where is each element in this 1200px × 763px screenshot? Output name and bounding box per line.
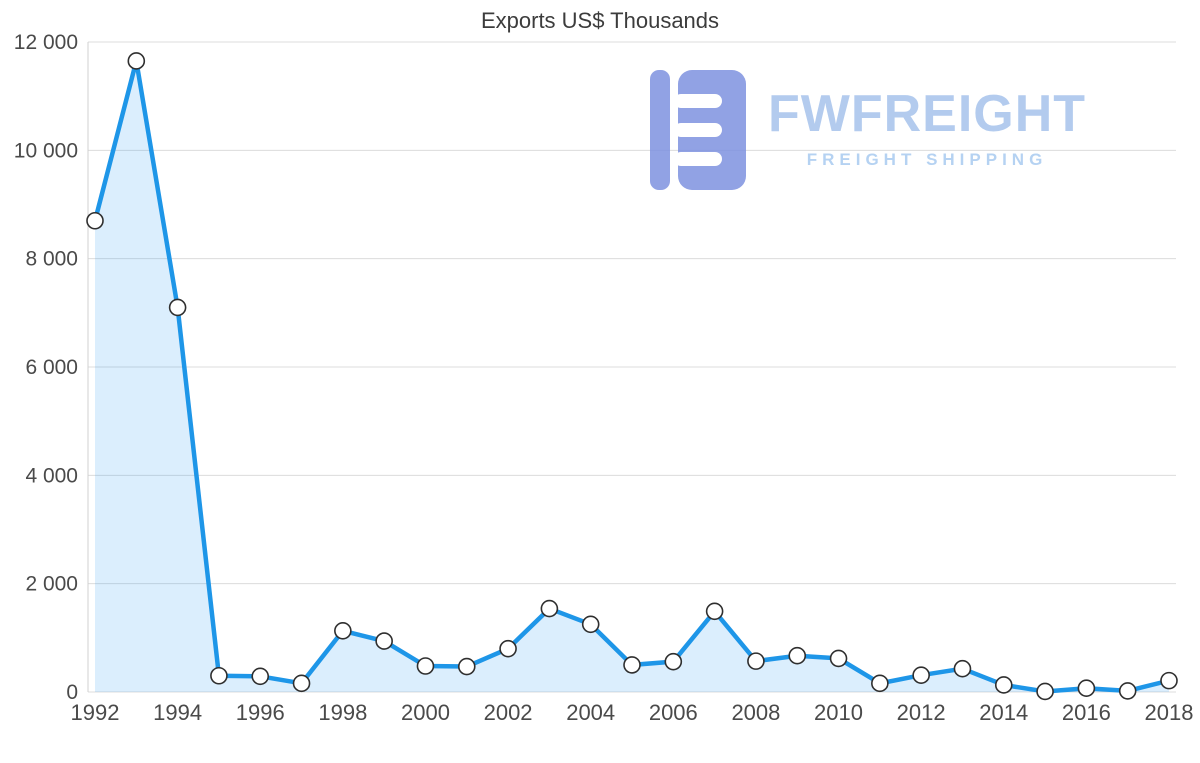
data-point <box>416 657 435 675</box>
x-axis-tick-label: 2012 <box>897 700 946 725</box>
data-point <box>1077 679 1096 698</box>
data-point <box>1036 682 1054 701</box>
data-point <box>829 649 848 668</box>
y-axis-tick-label: 2 000 <box>25 573 78 596</box>
data-point <box>664 652 683 671</box>
y-axis-tick-label: 0 <box>66 681 78 704</box>
data-point <box>499 639 517 658</box>
x-axis-tick-label: 2008 <box>731 700 780 725</box>
data-point <box>1160 671 1178 690</box>
series-line <box>92 58 1172 694</box>
data-point <box>540 599 559 618</box>
data-point <box>788 646 807 665</box>
x-axis-tick-label: 2002 <box>484 700 533 725</box>
y-axis-tick-label: 12 000 <box>14 31 78 54</box>
x-axis-tick-label: 2006 <box>649 700 698 725</box>
data-point <box>127 52 146 70</box>
data-point <box>953 659 972 678</box>
y-axis-tick-label: 10 000 <box>14 139 78 162</box>
data-point <box>705 602 724 621</box>
data-point <box>747 652 765 670</box>
x-axis-tick-label: 2014 <box>979 700 1028 725</box>
x-axis-tick-label: 2016 <box>1062 700 1111 725</box>
data-point <box>912 666 930 685</box>
x-axis-tick-label: 1998 <box>318 700 367 725</box>
x-axis-tick-label: 1996 <box>236 700 285 725</box>
y-axis-tick-label: 8 000 <box>25 248 78 271</box>
x-axis-tick-label: 1992 <box>71 700 120 725</box>
x-axis-tick-label: 1994 <box>153 700 202 725</box>
x-axis-tick-label: 2000 <box>401 700 450 725</box>
data-point <box>334 621 352 640</box>
data-point <box>210 666 228 685</box>
y-axis-tick-label: 6 000 <box>25 356 78 379</box>
data-point <box>1118 682 1137 700</box>
data-point <box>457 657 476 676</box>
series-area <box>95 60 1169 693</box>
data-point <box>168 298 187 317</box>
data-point <box>86 211 104 230</box>
x-axis-tick-label: 2004 <box>566 700 615 725</box>
data-point <box>375 632 393 650</box>
data-point <box>623 656 641 674</box>
data-point <box>871 674 889 693</box>
data-point <box>994 676 1013 694</box>
data-point <box>292 674 311 693</box>
data-point <box>581 615 600 634</box>
x-axis-tick-label: 2010 <box>814 700 863 725</box>
data-point <box>251 667 270 686</box>
x-axis-tick-label: 2018 <box>1145 700 1194 725</box>
chart-title: Exports US$ Thousands <box>480 8 720 33</box>
y-axis-tick-label: 4 000 <box>25 464 78 487</box>
